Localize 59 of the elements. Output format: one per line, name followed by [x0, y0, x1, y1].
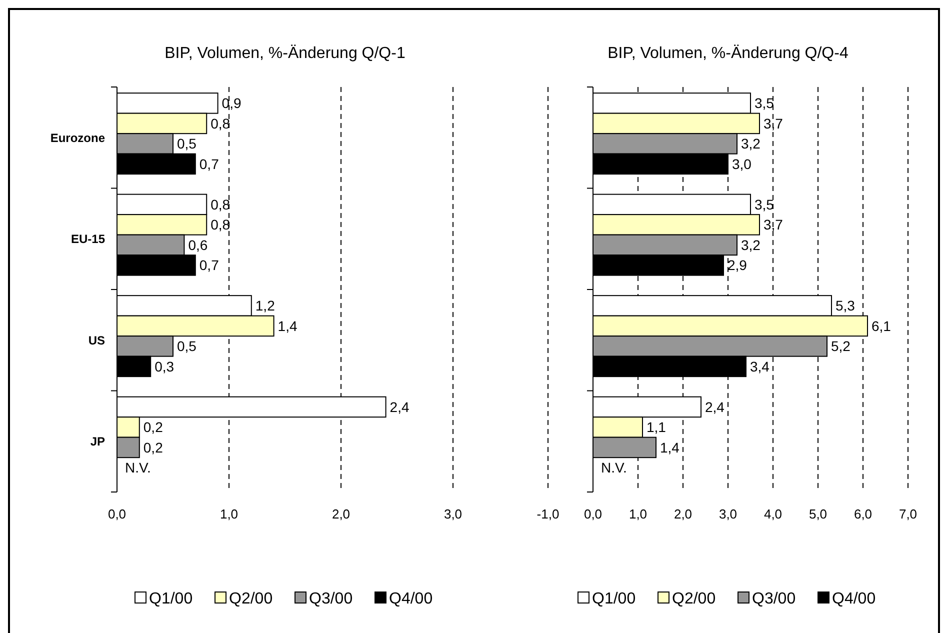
- annotation: N.V.: [601, 460, 627, 476]
- data-label: 2,4: [705, 398, 725, 415]
- y-tick-label: Eurozone: [50, 130, 106, 145]
- x-tick-label: 1,0: [220, 506, 238, 522]
- x-tick-label: 6,0: [854, 506, 872, 522]
- data-label: 3,0: [732, 156, 752, 172]
- x-tick-label: 3,0: [444, 506, 462, 522]
- data-label: 3,4: [750, 358, 770, 374]
- data-label: 0,8: [210, 196, 230, 212]
- x-tick-label: 0,0: [584, 506, 602, 522]
- legend-label: Q4/00: [832, 590, 876, 608]
- legend-label: Q1/00: [149, 590, 193, 608]
- data-label: 3,2: [741, 136, 761, 152]
- data-label: 0,2: [143, 439, 164, 456]
- data-label: 2,9: [728, 257, 748, 274]
- y-tick-label: EU-15: [70, 232, 106, 246]
- x-tick-label: -1,0: [536, 506, 560, 522]
- x-tick-label: 7,0: [898, 506, 918, 522]
- data-label: 0,8: [210, 216, 230, 233]
- legend-label: Q1/00: [592, 590, 636, 608]
- data-label: 3,7: [764, 115, 784, 132]
- data-label: 0,5: [177, 338, 197, 354]
- data-label: 3,5: [754, 196, 774, 212]
- legend-label: Q4/00: [389, 590, 433, 608]
- data-label: 5,2: [831, 338, 851, 354]
- legend-label: Q3/00: [752, 590, 796, 608]
- data-label: 1,4: [278, 318, 298, 334]
- data-label: 3,2: [741, 236, 761, 253]
- x-tick-label: 2,0: [674, 506, 692, 522]
- data-label: 0,2: [143, 419, 164, 436]
- data-label: 6,1: [872, 318, 892, 334]
- data-label: 0,9: [222, 95, 242, 112]
- data-label: 3,7: [764, 216, 784, 233]
- legend-label: Q3/00: [309, 590, 353, 608]
- data-label: 3,5: [754, 95, 774, 112]
- data-label: 1,2: [255, 298, 276, 314]
- legend-label: Q2/00: [229, 590, 273, 608]
- y-tick-label: US: [88, 333, 105, 348]
- data-label: 1,1: [646, 419, 666, 436]
- data-label: 0,3: [154, 358, 174, 374]
- x-tick-label: 3,0: [718, 506, 738, 522]
- annotation: N.V.: [125, 460, 151, 476]
- data-label: 0,5: [177, 136, 197, 152]
- legend-label: Q2/00: [672, 590, 716, 608]
- chart-title: BIP, Volumen, %-Änderung Q/Q-1: [164, 44, 406, 62]
- data-label: 0,7: [199, 257, 220, 274]
- data-label: 1,4: [660, 439, 680, 456]
- x-tick-label: 4,0: [764, 506, 782, 522]
- y-tick-label: JP: [90, 434, 105, 449]
- data-label: 2,4: [390, 398, 410, 415]
- data-label: 5,3: [836, 298, 856, 314]
- x-tick-label: 0,0: [108, 506, 126, 522]
- chart-title: BIP, Volumen, %-Änderung Q/Q-4: [608, 44, 848, 62]
- data-label: 0,6: [188, 236, 208, 253]
- x-tick-label: 1,0: [628, 506, 648, 522]
- data-label: 0,7: [199, 156, 220, 172]
- x-tick-label: 2,0: [332, 506, 350, 522]
- data-label: 0,8: [210, 115, 230, 132]
- x-tick-label: 5,0: [808, 506, 828, 522]
